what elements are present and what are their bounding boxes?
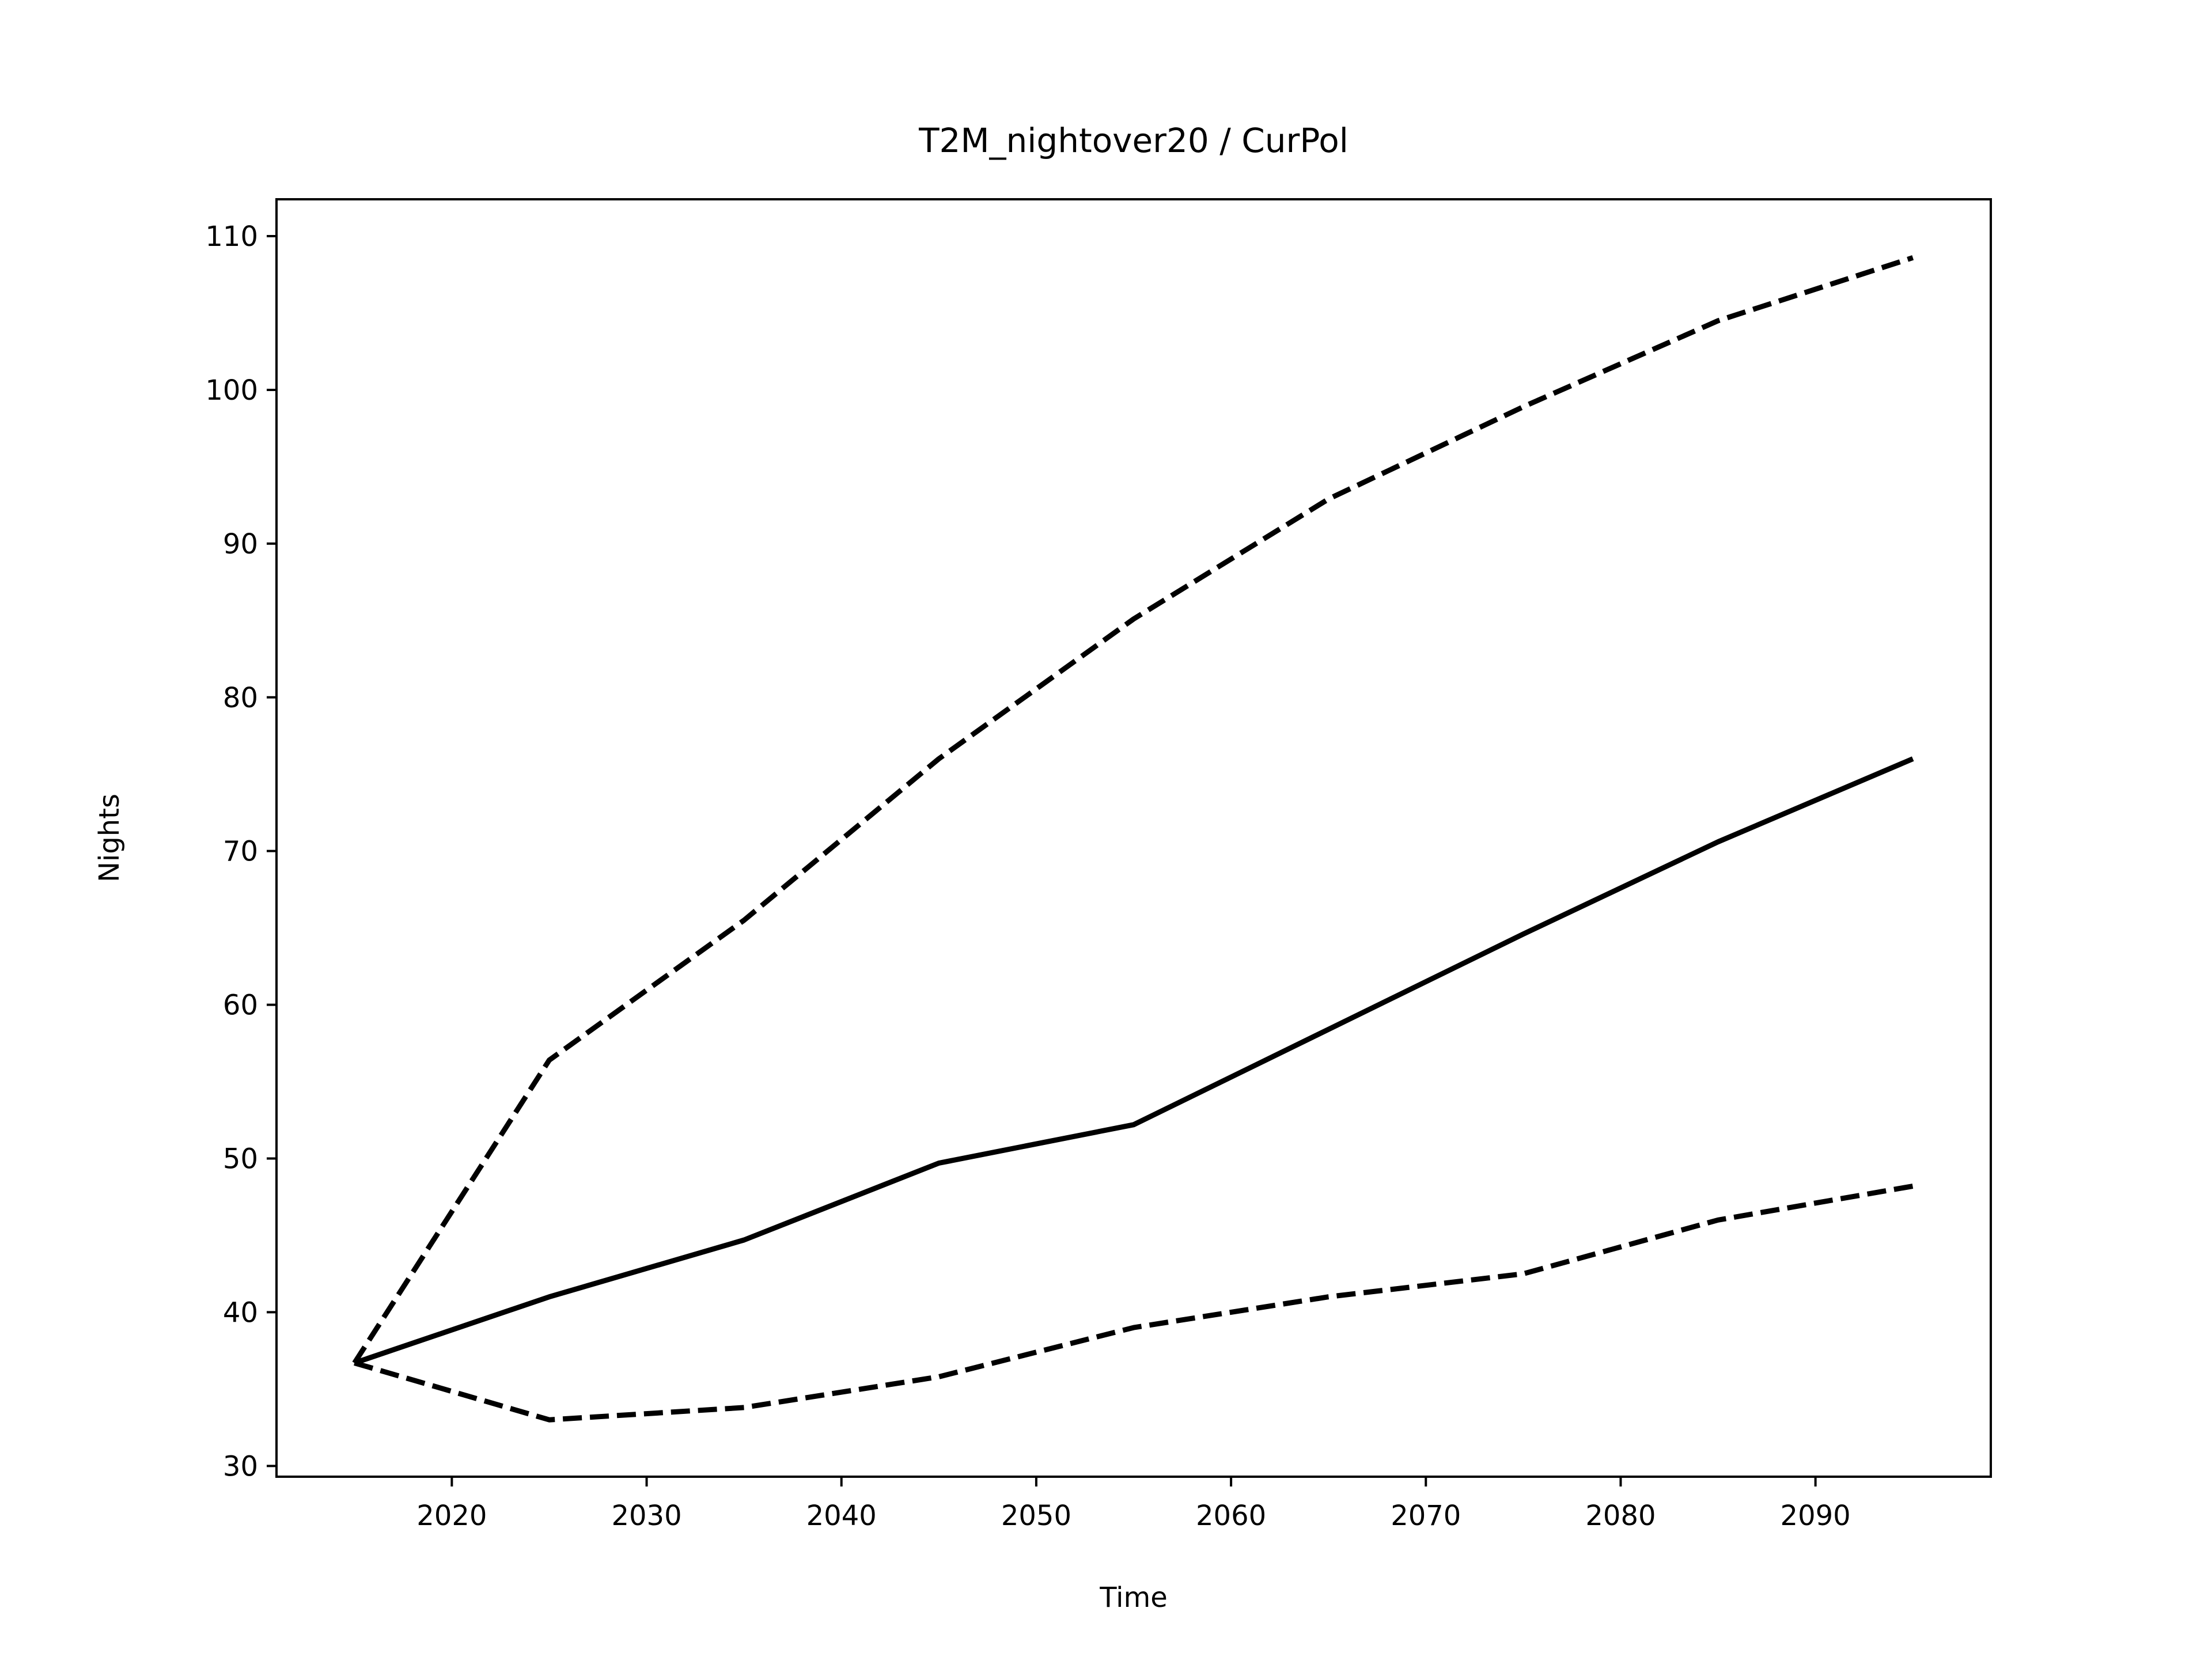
x-tick-label-2020: 2020 (416, 1500, 487, 1532)
y-axis-label: Nights (93, 794, 126, 882)
chart-title: T2M_nightover20 / CurPol (918, 121, 1349, 160)
y-axis-ticks: 30 40 50 60 70 80 90 100 110 (205, 221, 276, 1482)
x-tick-label-2070: 2070 (1391, 1500, 1461, 1532)
series-layer (352, 255, 1914, 1423)
y-tick-label-40: 40 (223, 1296, 258, 1329)
series-line-1 (353, 756, 1914, 1366)
x-tick-label-2040: 2040 (806, 1500, 877, 1532)
x-tick-label-2060: 2060 (1196, 1500, 1266, 1532)
y-tick-label-90: 90 (223, 528, 258, 560)
x-tick-label-2090: 2090 (1781, 1500, 1851, 1532)
y-tick-label-80: 80 (223, 682, 258, 714)
series-line-2 (352, 255, 1914, 1364)
y-tick-label-60: 60 (223, 989, 258, 1022)
y-tick-label-30: 30 (223, 1450, 258, 1482)
y-tick-label-110: 110 (205, 221, 258, 253)
y-tick-label-50: 50 (223, 1143, 258, 1175)
x-tick-label-2030: 2030 (611, 1500, 681, 1532)
y-tick-label-70: 70 (223, 836, 258, 868)
x-tick-label-2080: 2080 (1585, 1500, 1656, 1532)
x-axis-ticks: 2020 2030 2040 2050 2060 2070 2080 2090 (416, 1477, 1851, 1532)
x-tick-label-2050: 2050 (1001, 1500, 1071, 1532)
x-axis-label: Time (1099, 1582, 1167, 1614)
y-tick-label-100: 100 (205, 374, 258, 407)
plot-frame (275, 198, 1992, 1478)
series-line-3 (354, 1184, 1914, 1423)
